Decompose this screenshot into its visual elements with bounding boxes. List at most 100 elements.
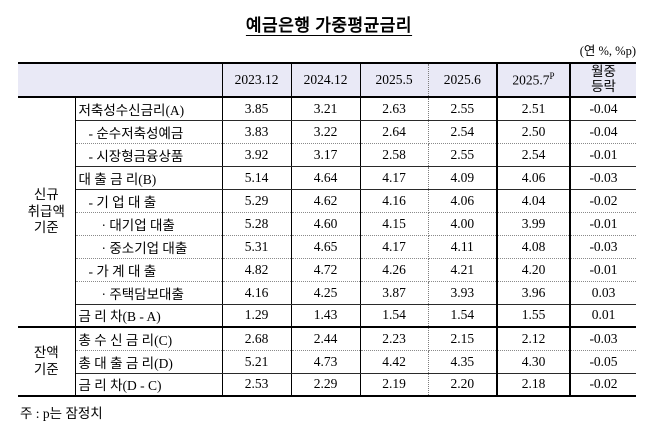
change-cell: -0.03 xyxy=(570,327,636,351)
rate-cell: 4.15 xyxy=(360,212,429,236)
change-cell: -0.02 xyxy=(570,373,636,397)
page-title: 예금은행 가중평균금리 xyxy=(0,11,658,36)
row-label: - 시장형금융상품 xyxy=(75,143,223,167)
table-row: 총 대 출 금 리(D) 5.21 4.73 4.42 4.35 4.30 -0… xyxy=(18,350,636,374)
row-label: - 순수저축성예금 xyxy=(75,120,223,144)
column-header-2025-5: 2025.5 xyxy=(360,62,429,98)
table-row: 금 리 차(B - A) 1.29 1.43 1.54 1.54 1.55 0.… xyxy=(18,304,636,328)
rate-cell: 1.29 xyxy=(222,304,292,328)
row-label: - 가 계 대 출 xyxy=(75,258,223,282)
table-row: - 순수저축성예금 3.83 3.22 2.64 2.54 2.50 -0.04 xyxy=(18,120,636,144)
rate-cell: 5.14 xyxy=(222,166,292,190)
change-cell: -0.02 xyxy=(570,189,636,213)
rate-cell: 2.50 xyxy=(496,120,571,144)
row-group-new-lending-basis: 신규 취급액 기준 xyxy=(18,97,76,328)
column-header-2025-7p: 2025.7P xyxy=(496,62,571,98)
rate-cell: 3.99 xyxy=(496,212,571,236)
rate-cell: 4.08 xyxy=(496,235,571,259)
row-label: 대 출 금 리(B) xyxy=(75,166,223,190)
table-row: - 시장형금융상품 3.92 3.17 2.58 2.55 2.54 -0.01 xyxy=(18,143,636,167)
rate-cell: 2.55 xyxy=(428,97,497,121)
rate-cell: 4.17 xyxy=(360,166,429,190)
rate-cell: 4.06 xyxy=(428,189,497,213)
change-cell: 0.03 xyxy=(570,281,636,305)
row-label: 저축성수신금리(A) xyxy=(75,97,223,121)
rate-cell: 4.17 xyxy=(360,235,429,259)
rate-cell: 2.51 xyxy=(496,97,571,121)
table-row: 잔액 기준 총 수 신 금 리(C) 2.68 2.44 2.23 2.15 2… xyxy=(18,327,636,397)
rate-cell: 2.63 xyxy=(360,97,429,121)
rate-cell: 4.11 xyxy=(428,235,497,259)
rate-cell: 3.96 xyxy=(496,281,571,305)
row-label: 총 대 출 금 리(D) xyxy=(75,350,223,374)
column-header-monthly-change: 월중 등락 xyxy=(570,62,636,98)
rate-cell: 4.06 xyxy=(496,166,571,190)
rate-cell: 4.20 xyxy=(496,258,571,282)
rate-cell: 5.29 xyxy=(222,189,292,213)
rate-cell: 4.73 xyxy=(291,350,361,374)
change-cell: -0.03 xyxy=(570,235,636,259)
rate-cell: 2.15 xyxy=(428,327,497,351)
change-cell: 0.01 xyxy=(570,304,636,328)
page-title-text: 예금은행 가중평균금리 xyxy=(245,16,413,35)
table-row: 신규 취급액 기준 저축성수신금리(A) 3.85 3.21 2.63 2.55… xyxy=(18,97,636,328)
change-cell: -0.04 xyxy=(570,97,636,121)
rate-cell: 4.26 xyxy=(360,258,429,282)
rate-cell: 3.85 xyxy=(222,97,292,121)
rate-cell: 4.35 xyxy=(428,350,497,374)
row-label: - 기 업 대 출 xyxy=(75,189,223,213)
change-cell: -0.01 xyxy=(570,143,636,167)
row-label: 금 리 차(B - A) xyxy=(75,304,223,328)
rate-cell: 1.54 xyxy=(428,304,497,328)
rate-cell: 2.18 xyxy=(496,373,571,397)
footnote: 주 : p는 잠정치 xyxy=(20,406,103,421)
rate-cell: 4.64 xyxy=(291,166,361,190)
change-cell: -0.05 xyxy=(570,350,636,374)
provisional-superscript: P xyxy=(549,70,555,81)
rate-cell: 1.54 xyxy=(360,304,429,328)
rate-cell: 4.16 xyxy=(222,281,292,305)
column-header-2024-12: 2024.12 xyxy=(291,62,361,98)
rate-cell: 2.23 xyxy=(360,327,429,351)
rate-cell: 3.21 xyxy=(291,97,361,121)
rate-cell: 3.87 xyxy=(360,281,429,305)
rate-cell: 2.12 xyxy=(496,327,571,351)
change-cell: -0.04 xyxy=(570,120,636,144)
rate-cell: 3.17 xyxy=(291,143,361,167)
rate-cell: 5.21 xyxy=(222,350,292,374)
rate-cell: 4.72 xyxy=(291,258,361,282)
rate-cell: 5.31 xyxy=(222,235,292,259)
row-label: 총 수 신 금 리(C) xyxy=(75,327,223,351)
table-row: 금 리 차(D - C) 2.53 2.29 2.19 2.20 2.18 -0… xyxy=(18,373,636,397)
table-row: - 가 계 대 출 4.82 4.72 4.26 4.21 4.20 -0.01 xyxy=(18,258,636,282)
rate-cell: 4.04 xyxy=(496,189,571,213)
unit-note: (연 %, %p) xyxy=(579,44,636,58)
rate-cell: 2.68 xyxy=(222,327,292,351)
table-row: · 주택담보대출 4.16 4.25 3.87 3.93 3.96 0.03 xyxy=(18,281,636,305)
rate-cell: 3.92 xyxy=(222,143,292,167)
table-row: · 중소기업 대출 5.31 4.65 4.17 4.11 4.08 -0.03 xyxy=(18,235,636,259)
weighted-avg-rates-table: 2023.12 2024.12 2025.5 2025.6 2025.7P 월중… xyxy=(18,62,636,397)
rate-cell: 4.62 xyxy=(291,189,361,213)
rate-cell: 4.30 xyxy=(496,350,571,374)
rate-cell: 5.28 xyxy=(222,212,292,236)
table-row: · 대기업 대출 5.28 4.60 4.15 4.00 3.99 -0.01 xyxy=(18,212,636,236)
rate-cell: 2.19 xyxy=(360,373,429,397)
rate-cell: 2.64 xyxy=(360,120,429,144)
change-cell: -0.01 xyxy=(570,212,636,236)
corner-header-cell xyxy=(18,62,223,98)
rate-cell: 4.09 xyxy=(428,166,497,190)
rate-cell: 2.55 xyxy=(428,143,497,167)
rate-cell: 3.22 xyxy=(291,120,361,144)
row-label: · 대기업 대출 xyxy=(75,212,223,236)
rate-cell: 2.58 xyxy=(360,143,429,167)
rate-cell: 4.21 xyxy=(428,258,497,282)
rate-cell: 1.43 xyxy=(291,304,361,328)
row-label: · 주택담보대출 xyxy=(75,281,223,305)
column-header-2025-6: 2025.6 xyxy=(428,62,497,98)
table-row: - 기 업 대 출 5.29 4.62 4.16 4.06 4.04 -0.02 xyxy=(18,189,636,213)
rate-cell: 4.60 xyxy=(291,212,361,236)
rate-cell: 4.42 xyxy=(360,350,429,374)
table-row: 대 출 금 리(B) 5.14 4.64 4.17 4.09 4.06 -0.0… xyxy=(18,166,636,190)
table-header-row: 2023.12 2024.12 2025.5 2025.6 2025.7P 월중… xyxy=(18,62,636,98)
